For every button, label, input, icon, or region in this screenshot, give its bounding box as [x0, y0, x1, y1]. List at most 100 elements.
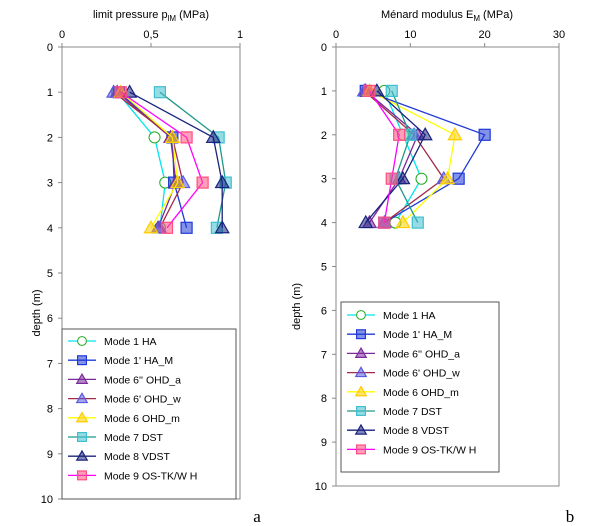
series-8: [114, 86, 209, 234]
x-tick-label: 20: [479, 29, 491, 41]
series-line: [369, 90, 456, 224]
y-tick-label: 7: [47, 358, 53, 370]
legend: Mode 1 HA Mode 1' HA_M Mode 6'' OHD_a Mode …: [340, 301, 500, 473]
y-tick-label: 9: [47, 449, 53, 461]
data-point: [143, 219, 159, 234]
data-point: [180, 221, 193, 234]
axis-title-main: limit pressure p: [93, 9, 168, 21]
series-line: [116, 91, 166, 228]
data-point: [378, 216, 391, 229]
x-tick-label: 30: [553, 29, 565, 41]
legend-label: Mode 8 VDST: [383, 425, 450, 437]
series-4: [105, 84, 191, 234]
series-line: [120, 91, 204, 229]
data-point: [170, 174, 186, 189]
series-4: [356, 83, 452, 229]
legend-box: [61, 328, 237, 500]
legend-entry: Mode 8 VDST: [68, 449, 171, 463]
series-line: [365, 90, 486, 224]
data-point: [180, 131, 193, 144]
legend-entry: Mode 6' OHD_w: [347, 366, 460, 380]
legend-marker: [76, 355, 87, 366]
legend-marker: [75, 411, 89, 423]
series-line: [113, 91, 184, 229]
data-point: [404, 128, 417, 141]
x-tick-label: 0: [333, 29, 339, 41]
data-point: [214, 219, 230, 234]
legend-entry: Mode 7 DST: [68, 432, 164, 444]
y-tick-label: 0: [321, 42, 327, 54]
y-tick-label: 4: [321, 218, 327, 230]
axis-title-subscript: M: [473, 14, 480, 23]
legend-entry: Mode 1' HA_M: [68, 355, 173, 367]
x-tick-label: 1: [237, 29, 243, 41]
legend-marker: [354, 346, 368, 358]
legend-marker: [356, 444, 367, 455]
y-tick-label: 9: [321, 437, 327, 449]
chart-panel-b: Ménard modulus EM (MPa) 0 10 20 30 0 1 2 3 4 5 6 7 8 9…: [291, 9, 574, 526]
y-tick-label: 7: [321, 349, 327, 361]
y-tick-label: 2: [321, 130, 327, 142]
legend-label: Mode 9 OS-TK/W H: [383, 444, 476, 456]
x-tick-label: 10: [404, 29, 416, 41]
legend-label: Mode 1' HA_M: [104, 355, 173, 367]
legend-entry: Mode 7 DST: [347, 406, 443, 418]
legend-marker: [356, 310, 366, 320]
legend-entry: Mode 6 OHD_m: [347, 385, 459, 399]
data-point: [214, 174, 230, 189]
data-point: [417, 126, 433, 141]
legend: Mode 1 HA Mode 1' HA_M Mode 6'' OHD_a Mode …: [61, 328, 237, 500]
y-tick-label: 10: [41, 494, 53, 506]
x-tick-label: 0: [59, 29, 65, 41]
legend-entry: Mode 6' OHD_w: [68, 392, 181, 406]
legend-entry: Mode 9 OS-TK/W H: [68, 470, 197, 482]
data-point: [393, 128, 406, 141]
chart-panel-a: limit pressure plM (MPa)0 0,5 101234567891…: [31, 9, 261, 526]
series-line: [118, 91, 188, 228]
y-axis-label: depth (m): [291, 283, 303, 330]
data-point: [452, 172, 465, 185]
y-tick-label: 1: [321, 86, 327, 98]
axis-title: Ménard modulus EM (MPa): [381, 9, 513, 23]
panel-letter: a: [253, 507, 261, 526]
y-tick-label: 10: [315, 481, 327, 493]
data-point: [148, 131, 161, 144]
legend-box: [340, 301, 500, 473]
series-line: [120, 91, 179, 229]
y-tick-label: 1: [47, 87, 53, 99]
legend-entry: Mode 8 VDST: [347, 423, 450, 437]
legend-marker: [354, 366, 368, 378]
legend-label: Mode 7 DST: [104, 432, 164, 444]
series-line: [129, 91, 223, 228]
data-point: [205, 129, 221, 143]
y-axis-label: depth (m): [31, 289, 43, 336]
legend-marker: [356, 329, 367, 340]
legend-entry: Mode 1 HA: [68, 336, 157, 348]
series-8: [363, 84, 406, 229]
y-tick-label: 6: [321, 305, 327, 317]
data-point: [153, 86, 166, 99]
data-point: [478, 128, 491, 141]
legend-label: Mode 6'' OHD_a: [383, 348, 460, 360]
axis-title-main: Ménard modulus E: [381, 9, 473, 21]
data-point: [447, 126, 463, 141]
y-tick-label: 0: [47, 42, 53, 54]
series-line: [383, 90, 423, 223]
series-line: [365, 90, 419, 223]
series-1: [111, 86, 172, 234]
data-point: [439, 170, 456, 185]
legend-label: Mode 1 HA: [104, 336, 157, 348]
series-line: [159, 91, 227, 228]
data-point: [415, 172, 428, 185]
y-tick-label: 3: [321, 174, 327, 186]
legend-label: Mode 7 DST: [383, 406, 443, 418]
data-point: [395, 170, 411, 185]
legend-entry: Mode 9 OS-TK/W H: [347, 444, 476, 456]
legend-label: Mode 8 VDST: [104, 451, 171, 463]
legend-marker: [356, 406, 367, 417]
series-3: [109, 84, 184, 234]
legend-marker: [75, 392, 89, 404]
legend-label: Mode 6' OHD_w: [383, 368, 460, 380]
data-point: [196, 176, 209, 189]
